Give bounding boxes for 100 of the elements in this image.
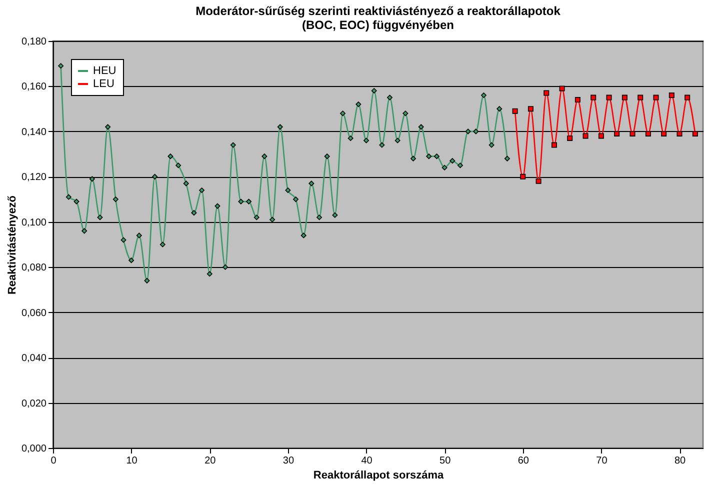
point xyxy=(684,94,690,100)
point xyxy=(332,212,338,218)
point xyxy=(661,130,667,136)
x-tick-label: 60 xyxy=(518,456,530,466)
x-tick-label: 70 xyxy=(596,456,608,466)
legend-label: HEU xyxy=(93,65,116,77)
point xyxy=(66,194,72,200)
point xyxy=(176,162,182,168)
point xyxy=(128,258,134,264)
x-tick-label: 40 xyxy=(361,456,373,466)
point xyxy=(582,133,588,139)
x-tick-label: 0 xyxy=(50,456,57,466)
x-tick-label: 20 xyxy=(204,456,216,466)
point xyxy=(82,228,88,234)
point xyxy=(324,154,330,160)
point xyxy=(668,92,674,98)
point xyxy=(364,138,369,144)
point xyxy=(450,158,456,164)
point xyxy=(567,135,573,141)
point xyxy=(559,86,565,92)
point xyxy=(285,187,291,193)
point xyxy=(512,108,518,114)
point xyxy=(206,271,212,277)
y-axis-title: Reaktivitástényező xyxy=(6,195,18,295)
point xyxy=(58,63,64,69)
point xyxy=(653,94,659,100)
y-tick-label: 0,080 xyxy=(21,262,47,274)
point xyxy=(168,154,174,160)
point xyxy=(348,135,354,141)
point xyxy=(410,156,416,162)
point xyxy=(394,138,400,144)
point xyxy=(622,94,628,100)
point xyxy=(418,124,424,130)
point xyxy=(293,196,299,202)
x-tick-label: 80 xyxy=(674,456,686,466)
x-tick-label: 10 xyxy=(126,456,138,466)
x-tick-label: 30 xyxy=(282,456,294,466)
point xyxy=(238,198,244,204)
point xyxy=(606,94,612,100)
point xyxy=(74,198,80,204)
point xyxy=(199,187,205,193)
y-tick-label: 0,000 xyxy=(21,444,47,454)
point xyxy=(676,130,682,136)
point xyxy=(442,164,448,170)
y-tick-label: 0,180 xyxy=(21,36,47,48)
point xyxy=(544,90,550,96)
point xyxy=(638,94,644,100)
point xyxy=(230,142,236,148)
point xyxy=(308,180,314,186)
point xyxy=(528,106,534,112)
point xyxy=(144,278,150,284)
point xyxy=(356,102,362,108)
chart-title: Moderátor-sűrűség szerinti reaktiviástényező a reaktorállapotok (BOC, EOC) függvényében xyxy=(196,4,561,32)
y-tick-label: 0,100 xyxy=(21,217,47,228)
point xyxy=(254,214,260,220)
point xyxy=(457,162,463,168)
y-tick-label: 0,040 xyxy=(21,353,47,364)
y-tick-label: 0,020 xyxy=(21,398,47,410)
point xyxy=(488,142,494,148)
point xyxy=(160,242,166,248)
y-tick-label: 0,140 xyxy=(21,126,47,138)
point xyxy=(97,214,103,220)
point xyxy=(645,130,651,136)
point xyxy=(387,94,392,100)
point xyxy=(426,154,432,160)
point xyxy=(246,198,252,204)
point xyxy=(136,232,142,238)
point xyxy=(277,124,283,130)
point xyxy=(473,128,479,134)
point xyxy=(480,92,486,98)
legend-label: LEU xyxy=(93,78,114,90)
point xyxy=(536,178,542,184)
point xyxy=(112,196,118,202)
point xyxy=(105,124,111,130)
point xyxy=(614,130,620,136)
point xyxy=(120,237,126,243)
point xyxy=(496,106,502,112)
x-tick-label: 50 xyxy=(440,456,452,466)
point xyxy=(191,210,197,216)
y-tick-label: 0,160 xyxy=(21,82,47,93)
point xyxy=(183,180,189,186)
point xyxy=(590,94,596,100)
point xyxy=(434,154,440,160)
x-axis-title: Reaktorállapot sorszáma xyxy=(313,470,444,482)
point xyxy=(630,130,636,136)
point xyxy=(379,142,385,148)
point xyxy=(504,156,510,162)
point xyxy=(214,203,220,209)
point xyxy=(340,110,346,116)
point xyxy=(371,88,377,94)
point xyxy=(402,110,408,116)
y-tick-label: 0,060 xyxy=(21,308,47,319)
point xyxy=(152,174,158,180)
point xyxy=(520,174,526,180)
point xyxy=(270,216,276,222)
point xyxy=(692,130,698,136)
point xyxy=(300,232,306,238)
point xyxy=(574,97,580,103)
point xyxy=(222,264,228,270)
point xyxy=(262,154,268,160)
